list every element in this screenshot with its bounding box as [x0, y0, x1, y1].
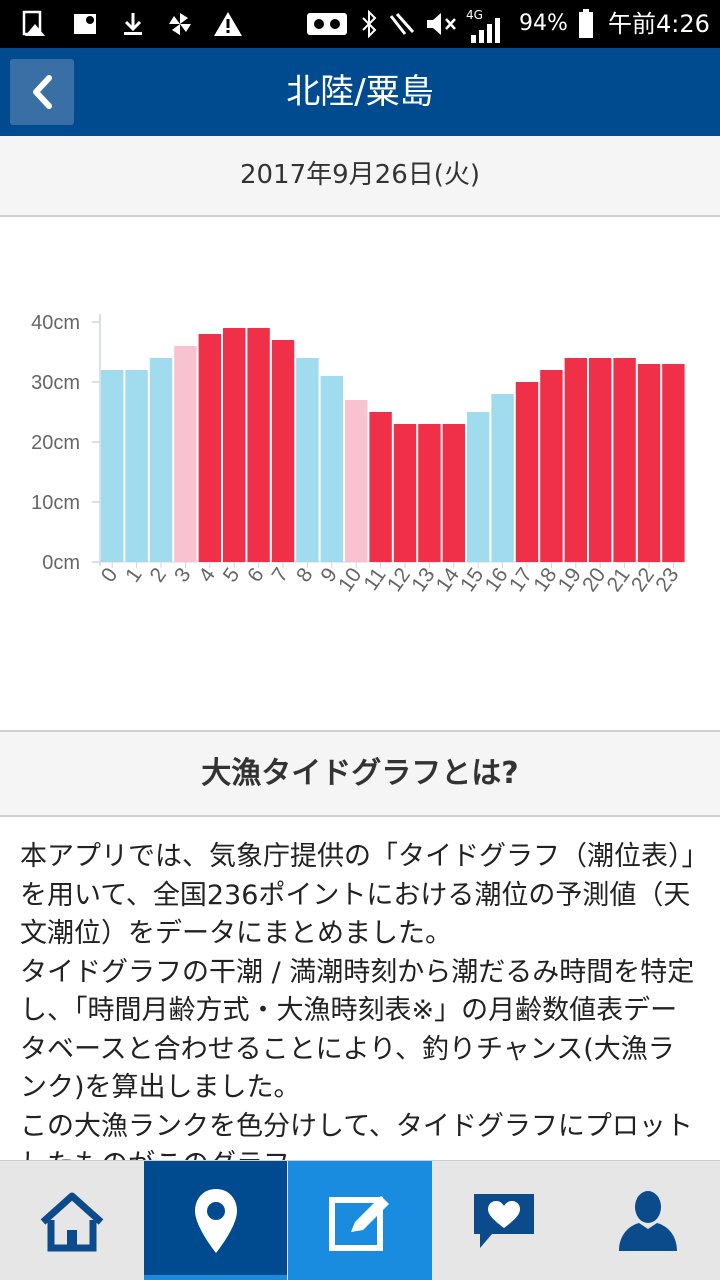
tide-chart-svg: 0cm10cm20cm30cm40cm012345678910111213141… — [31, 312, 687, 596]
chart-bar — [101, 370, 124, 562]
battery-icon — [576, 8, 596, 40]
x-tick-label: 5 — [219, 564, 245, 587]
chart-bar — [271, 340, 295, 562]
chart-bar — [149, 358, 173, 562]
heart-message-icon — [474, 1194, 534, 1248]
back-button[interactable] — [10, 59, 74, 125]
nav-favorites[interactable] — [432, 1161, 576, 1280]
nav-edit[interactable] — [288, 1161, 432, 1280]
y-tick-label: 10cm — [31, 492, 80, 514]
download-icon — [118, 8, 148, 40]
pinwheel-icon — [165, 8, 195, 40]
chart-bar — [296, 358, 319, 562]
page-title: 北陸/粟島 — [286, 72, 434, 112]
chart-bar — [418, 424, 441, 562]
chart-bar — [369, 412, 392, 562]
voicemail-icon — [305, 8, 349, 40]
chart-bar — [467, 412, 490, 562]
bluetooth-icon — [358, 8, 380, 40]
warning-icon — [212, 8, 244, 40]
map-icon — [70, 8, 100, 40]
x-tick-label: 4 — [194, 563, 220, 586]
chart-bar — [564, 358, 587, 562]
nfc-icon — [386, 8, 422, 40]
x-tick-label: 1 — [121, 564, 147, 587]
y-tick-label: 20cm — [31, 432, 80, 454]
sim-warning-icon — [20, 8, 50, 40]
mute-icon — [424, 8, 460, 40]
chart-bar — [125, 370, 148, 562]
nav-home[interactable] — [0, 1161, 144, 1280]
home-icon — [40, 1192, 104, 1252]
chart-bar — [662, 364, 685, 562]
chart-bar — [613, 358, 636, 562]
date-label: 2017年9月26日(火) — [0, 136, 720, 217]
chart-bar — [198, 334, 221, 562]
chart-bar — [223, 328, 246, 562]
user-icon — [619, 1191, 677, 1251]
x-tick-label: 6 — [243, 564, 269, 587]
chart-bar — [320, 376, 343, 562]
edit-icon — [329, 1196, 389, 1251]
section-title: 大漁タイドグラフとは? — [0, 730, 720, 817]
app-header: 北陸/粟島 — [0, 48, 720, 136]
chart-bar — [589, 358, 612, 562]
chart-bar — [515, 382, 539, 562]
x-tick-label: 23 — [651, 564, 683, 596]
battery-percent: 94% — [519, 11, 568, 36]
chart-bar — [174, 346, 197, 562]
description-text: 本アプリでは、気象庁提供の「タイドグラフ（潮位表）」を用いて、全国236ポイント… — [20, 838, 700, 1185]
chart-bar — [393, 424, 417, 562]
nav-profile[interactable] — [576, 1161, 720, 1280]
y-tick-label: 40cm — [31, 312, 80, 334]
chart-bar — [345, 400, 368, 562]
paragraph-2: タイドグラフの干潮 / 満潮時刻から潮だるみ時間を特定し、「時間月齢方式・大漁時… — [20, 956, 695, 1104]
network-type: 4G — [466, 8, 483, 22]
x-tick-label: 0 — [97, 564, 123, 587]
chart-bar — [491, 394, 514, 562]
chart-bar — [540, 370, 563, 562]
tide-chart: 0cm 10cm 20cm 30cm 40cm 0 1 2 3 4 5 6 7 8 9 10 11 12 13 14 1… — [0, 217, 720, 730]
chevron-left-icon — [33, 75, 52, 109]
chart-bar — [637, 364, 661, 562]
y-tick-label: 30cm — [31, 372, 80, 394]
paragraph-1: 本アプリでは、気象庁提供の「タイドグラフ（潮位表）」を用いて、全国236ポイント… — [20, 841, 695, 949]
clock: 午前4:26 — [608, 10, 710, 38]
x-tick-label: 8 — [292, 564, 318, 587]
signal-icon — [468, 14, 504, 46]
y-tick-label: 0cm — [42, 552, 80, 574]
nav-location[interactable] — [144, 1161, 287, 1280]
map-pin-icon — [194, 1189, 237, 1253]
chart-bar — [442, 424, 465, 562]
status-bar: 4G 94% 午前4:26 — [0, 0, 720, 48]
x-tick-label: 2 — [146, 564, 172, 587]
x-tick-label: 3 — [170, 564, 196, 587]
chart-bar — [247, 328, 270, 562]
x-tick-label: 7 — [268, 564, 294, 587]
bottom-navigation — [0, 1160, 720, 1280]
nav-active-indicator — [144, 1275, 287, 1280]
